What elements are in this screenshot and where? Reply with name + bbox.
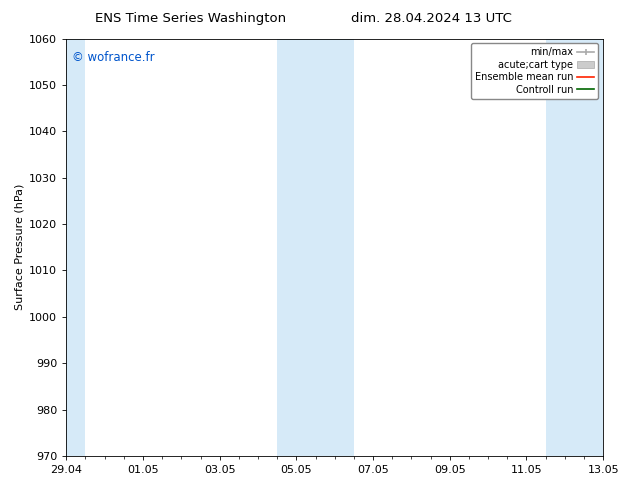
- Text: © wofrance.fr: © wofrance.fr: [72, 51, 154, 64]
- Text: ENS Time Series Washington: ENS Time Series Washington: [94, 12, 286, 25]
- Legend: min/max, acute;cart type, Ensemble mean run, Controll run: min/max, acute;cart type, Ensemble mean …: [470, 44, 598, 98]
- Bar: [47, 39, 86, 456]
- Text: dim. 28.04.2024 13 UTC: dim. 28.04.2024 13 UTC: [351, 12, 512, 25]
- Bar: [316, 39, 354, 456]
- Bar: [546, 39, 584, 456]
- Bar: [584, 39, 623, 456]
- Bar: [277, 39, 316, 456]
- Y-axis label: Surface Pressure (hPa): Surface Pressure (hPa): [15, 184, 25, 311]
